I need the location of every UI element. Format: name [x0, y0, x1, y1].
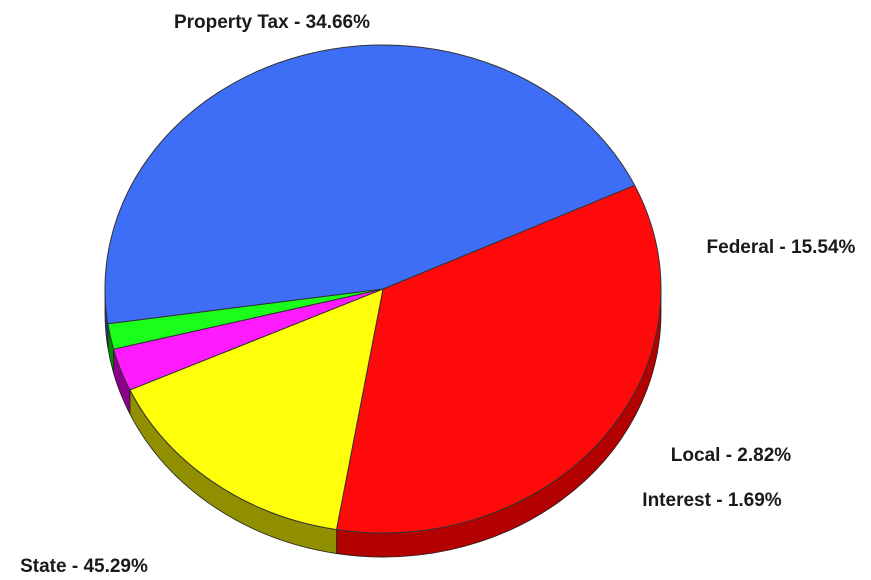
label-state: State - 45.29%: [20, 556, 148, 577]
label-federal: Federal - 15.54%: [707, 237, 856, 258]
label-property-tax: Property Tax - 34.66%: [174, 12, 370, 33]
slice-property-tax: [336, 184, 662, 534]
pie-labels: Property Tax - 34.66% Federal - 15.54% L…: [20, 12, 855, 577]
label-local: Local - 2.82%: [671, 445, 791, 466]
pie-top-layer: [104, 44, 662, 534]
slice-state: [104, 44, 636, 325]
label-interest: Interest - 1.69%: [642, 490, 781, 511]
slice-federal: [129, 288, 384, 531]
